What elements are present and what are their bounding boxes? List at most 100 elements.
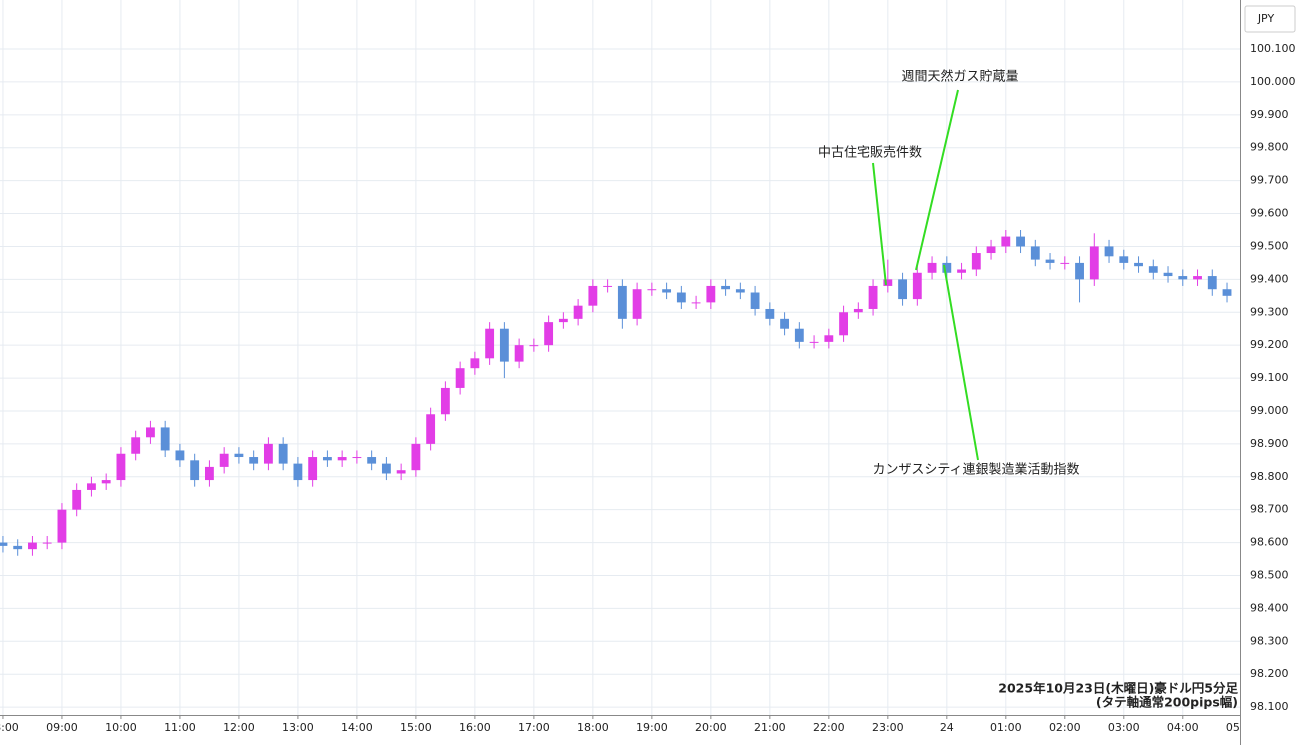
candle-body: [1060, 262, 1070, 264]
candle-body: [1163, 272, 1173, 277]
y-tick-label: 98.900: [1250, 437, 1289, 450]
candle-body: [381, 463, 391, 474]
x-tick-label: 13:00: [282, 721, 314, 734]
y-tick-label: 99.200: [1250, 338, 1289, 351]
y-tick-label: 98.600: [1250, 536, 1289, 549]
y-axis: 98.100 98.200 98.300 98.400 98.500 98.600 98.7…: [1250, 42, 1296, 713]
candle-body: [942, 262, 952, 273]
candle-body: [1207, 276, 1217, 290]
candle-body: [706, 285, 716, 303]
candle-body: [558, 318, 568, 323]
candle-body: [794, 328, 804, 342]
annotation-line: [943, 264, 979, 461]
candle-body: [190, 460, 200, 481]
candle-body: [337, 457, 347, 461]
candle-body: [780, 318, 790, 329]
y-tick-label: 98.300: [1250, 634, 1289, 647]
candle-body: [0, 542, 8, 546]
x-tick-label: 05:00: [1226, 721, 1258, 734]
candle-body: [662, 289, 672, 293]
currency-label: JPY: [1257, 12, 1275, 25]
x-tick-label: 22:00: [813, 721, 845, 734]
candle-body: [116, 453, 126, 481]
x-tick-label: 01:00: [990, 721, 1022, 734]
annotation-line: [872, 162, 887, 286]
candle-body: [529, 345, 539, 347]
candle-body: [72, 489, 82, 510]
x-tick-label: 08:00: [0, 721, 19, 734]
y-tick-label: 99.400: [1250, 272, 1289, 285]
candle-body: [411, 443, 421, 471]
candle-body: [440, 387, 450, 415]
candle-body: [1148, 266, 1158, 273]
y-tick-label: 98.500: [1250, 568, 1289, 581]
x-tick-label: 04:00: [1167, 721, 1199, 734]
candle-body: [263, 443, 273, 464]
x-tick-label: 10:00: [105, 721, 137, 734]
y-tick-label: 99.000: [1250, 404, 1289, 417]
x-tick-label: 16:00: [459, 721, 491, 734]
candle-body: [308, 457, 318, 481]
y-tick-label: 99.500: [1250, 239, 1289, 252]
x-tick-label: 21:00: [754, 721, 786, 734]
note: 2025年10月23日(木曜日)豪ドル円5分足: [998, 681, 1238, 696]
candle-body: [868, 285, 878, 309]
candle-body: [1119, 256, 1129, 263]
candle-body: [986, 246, 996, 254]
candle-body: [765, 308, 775, 319]
y-tick-label: 98.200: [1250, 667, 1289, 680]
y-tick-label: 98.400: [1250, 601, 1289, 614]
y-tick-label: 99.900: [1250, 108, 1289, 121]
candle-body: [57, 509, 67, 543]
candle-body: [101, 480, 111, 484]
candle-body: [927, 262, 937, 273]
y-tick-label: 99.300: [1250, 305, 1289, 318]
candle-body: [499, 328, 509, 362]
candle-body: [691, 302, 701, 304]
candle-body: [219, 453, 229, 467]
annotation: 週間天然ガス貯蔵量: [901, 69, 1018, 85]
candle-body: [322, 457, 332, 461]
candle-body: [1089, 246, 1099, 280]
y-tick-label: 99.600: [1250, 207, 1289, 220]
x-tick-label: 09:00: [46, 721, 78, 734]
candle-body: [603, 285, 613, 287]
candle-body: [1104, 246, 1114, 257]
x-tick-label: 03:00: [1108, 721, 1140, 734]
candle-body: [249, 457, 259, 464]
candle-body: [588, 285, 598, 306]
x-tick-label: 18:00: [577, 721, 609, 734]
candle-body: [131, 437, 141, 454]
candle-body: [898, 279, 907, 300]
candle-body: [470, 358, 480, 369]
x-tick-label: 24: [940, 721, 954, 734]
candle-body: [87, 483, 96, 490]
candle-body: [750, 292, 760, 309]
candle-body: [971, 253, 981, 270]
candle-body: [455, 368, 465, 388]
y-tick-label: 98.700: [1250, 503, 1289, 516]
candle-body: [839, 312, 849, 336]
candle-body: [1075, 262, 1084, 280]
y-tick-label: 98.800: [1250, 470, 1289, 483]
candle-body: [42, 542, 52, 544]
candle-body: [617, 285, 627, 319]
x-tick-label: 15:00: [400, 721, 432, 734]
candle-body: [485, 328, 495, 359]
x-tick-label: 20:00: [695, 721, 727, 734]
annotation: 中古住宅販売件数: [818, 145, 922, 161]
candle-body: [426, 414, 436, 444]
candle-body: [1045, 259, 1055, 263]
candle-body: [278, 443, 288, 464]
candle-body: [1134, 262, 1143, 267]
annotation: カンザスシティ連銀製造業活動指数: [872, 462, 1079, 478]
candle-body: [824, 335, 834, 342]
candle-body: [883, 279, 893, 286]
candle-body: [544, 322, 554, 346]
candle-body: [912, 272, 922, 300]
candle-body: [514, 345, 524, 362]
x-tick-label: 17:00: [518, 721, 550, 734]
candle-body: [28, 542, 37, 550]
candle-body: [175, 450, 185, 461]
